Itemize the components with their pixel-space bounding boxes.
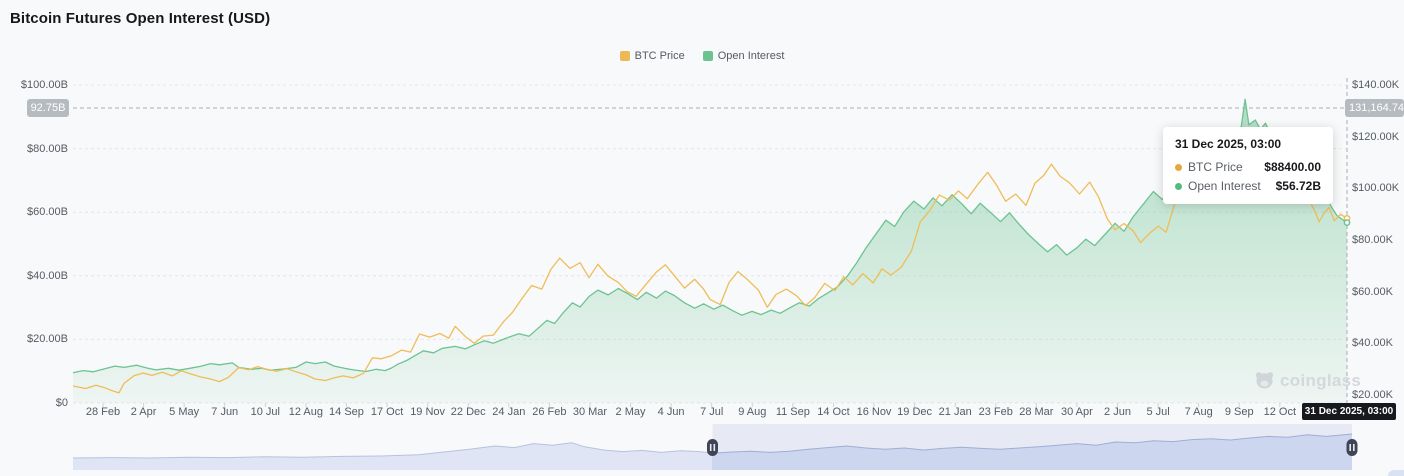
x-axis-label: 7 Aug [1184, 406, 1213, 418]
tooltip: 31 Dec 2025, 03:00 BTC Price $88400.00 O… [1163, 127, 1333, 204]
x-axis-label: 17 Oct [370, 406, 404, 418]
y-axis-left-label: $60.00B [27, 206, 68, 219]
legend-label: BTC Price [634, 50, 685, 62]
y-axis-left-label: $100.00B [20, 79, 68, 91]
page-title: Bitcoin Futures Open Interest (USD) [10, 10, 271, 27]
x-axis-label: 4 Jun [657, 406, 685, 418]
x-axis-label: 2 May [615, 406, 646, 418]
y-axis-right-label: $40.00K [1352, 337, 1393, 350]
x-axis-label: 2 Apr [130, 406, 157, 418]
y-axis-left-label: $40.00B [27, 269, 68, 282]
y-axis-left-label: $0 [55, 397, 68, 409]
x-axis-label: 19 Dec [897, 406, 933, 418]
x-axis-label: 7 Jun [211, 406, 239, 418]
y-axis-right-label: $20.00K [1352, 389, 1393, 401]
x-axis-label: 28 Mar [1019, 406, 1054, 418]
x-axis-label: 22 Dec [450, 406, 486, 418]
legend: BTC Price Open Interest [0, 50, 1404, 62]
tooltip-value: $88400.00 [1264, 160, 1321, 174]
crosshair [73, 78, 1351, 403]
navigator-left-handle[interactable] [707, 439, 718, 456]
y-axis-left-label: $20.00B [27, 333, 68, 346]
tooltip-row-btc-price: BTC Price $88400.00 [1175, 160, 1321, 174]
x-axis-label: 24 Jan [492, 406, 526, 418]
y-axis-right-label: $120.00K [1352, 130, 1400, 143]
data-zoom-navigator[interactable] [73, 424, 1358, 470]
y-axis-left-label: $80.00B [27, 142, 68, 155]
x-axis-label: 10 Jul [250, 406, 280, 418]
x-axis-label: 9 Aug [738, 406, 767, 418]
x-axis-label: 12 Aug [288, 406, 324, 418]
x-axis-label: 9 Sep [1224, 406, 1254, 418]
tooltip-label: BTC Price [1188, 160, 1243, 174]
y-axis-right-label: $80.00K [1352, 234, 1393, 246]
crosshair-date-badge: 31 Dec 2025, 03:00 [1302, 403, 1396, 420]
crosshair-right-value-badge: 131,164.74 [1345, 99, 1404, 117]
watermark-text: coinglass [1280, 370, 1362, 390]
legend-item-btc-price[interactable]: BTC Price [619, 50, 685, 62]
crosshair-left-value-badge: 92.75B [27, 99, 69, 117]
x-axis-label: 5 Jul [1146, 406, 1170, 418]
x-axis-label: 2 Jun [1104, 406, 1131, 418]
x-axis-label: 14 Oct [817, 406, 850, 418]
y-axis-right-label: $60.00K [1352, 285, 1393, 298]
btc-price-dot-icon [1175, 163, 1182, 171]
y-axis-right-label: $100.00K [1352, 182, 1400, 195]
x-axis-label: 19 Nov [410, 406, 446, 418]
tooltip-value: $56.72B [1275, 179, 1321, 193]
open-interest-dot-icon [1175, 182, 1182, 190]
legend-label: Open Interest [717, 50, 785, 62]
x-axis-label: 23 Feb [978, 406, 1013, 418]
x-axis-label: 28 Feb [85, 406, 121, 418]
x-axis-label: 7 Jul [700, 406, 724, 418]
tooltip-date: 31 Dec 2025, 03:00 [1175, 137, 1282, 151]
btc-price-swatch-icon [619, 51, 630, 61]
x-axis-label: 30 Mar [572, 406, 608, 418]
open-interest-swatch-icon [702, 51, 713, 61]
x-axis-label: 16 Nov [856, 406, 892, 418]
x-axis-ticks [102, 403, 1321, 407]
navigator-right-handle[interactable] [1346, 439, 1358, 456]
open-interest-area-series [72, 98, 1348, 404]
x-axis-label: 21 Jan [938, 406, 972, 418]
legend-item-open-interest[interactable]: Open Interest [702, 50, 785, 62]
tooltip-label: Open Interest [1188, 179, 1261, 193]
x-axis-label: 26 Feb [532, 406, 567, 418]
lower-panel-corner [1388, 470, 1404, 476]
y-axis-right-label: $140.00K [1352, 79, 1400, 91]
x-axis-label: 5 May [169, 406, 200, 418]
x-axis-label: 11 Sep [775, 406, 810, 418]
x-axis-label: 14 Sep [329, 406, 364, 418]
coinglass-bear-icon [1255, 372, 1274, 389]
x-axis-label: 30 Apr [1061, 406, 1093, 418]
watermark: coinglass [1254, 370, 1361, 391]
x-axis-label: 12 Oct [1263, 406, 1297, 418]
tooltip-row-open-interest: Open Interest $56.72B [1175, 179, 1321, 193]
